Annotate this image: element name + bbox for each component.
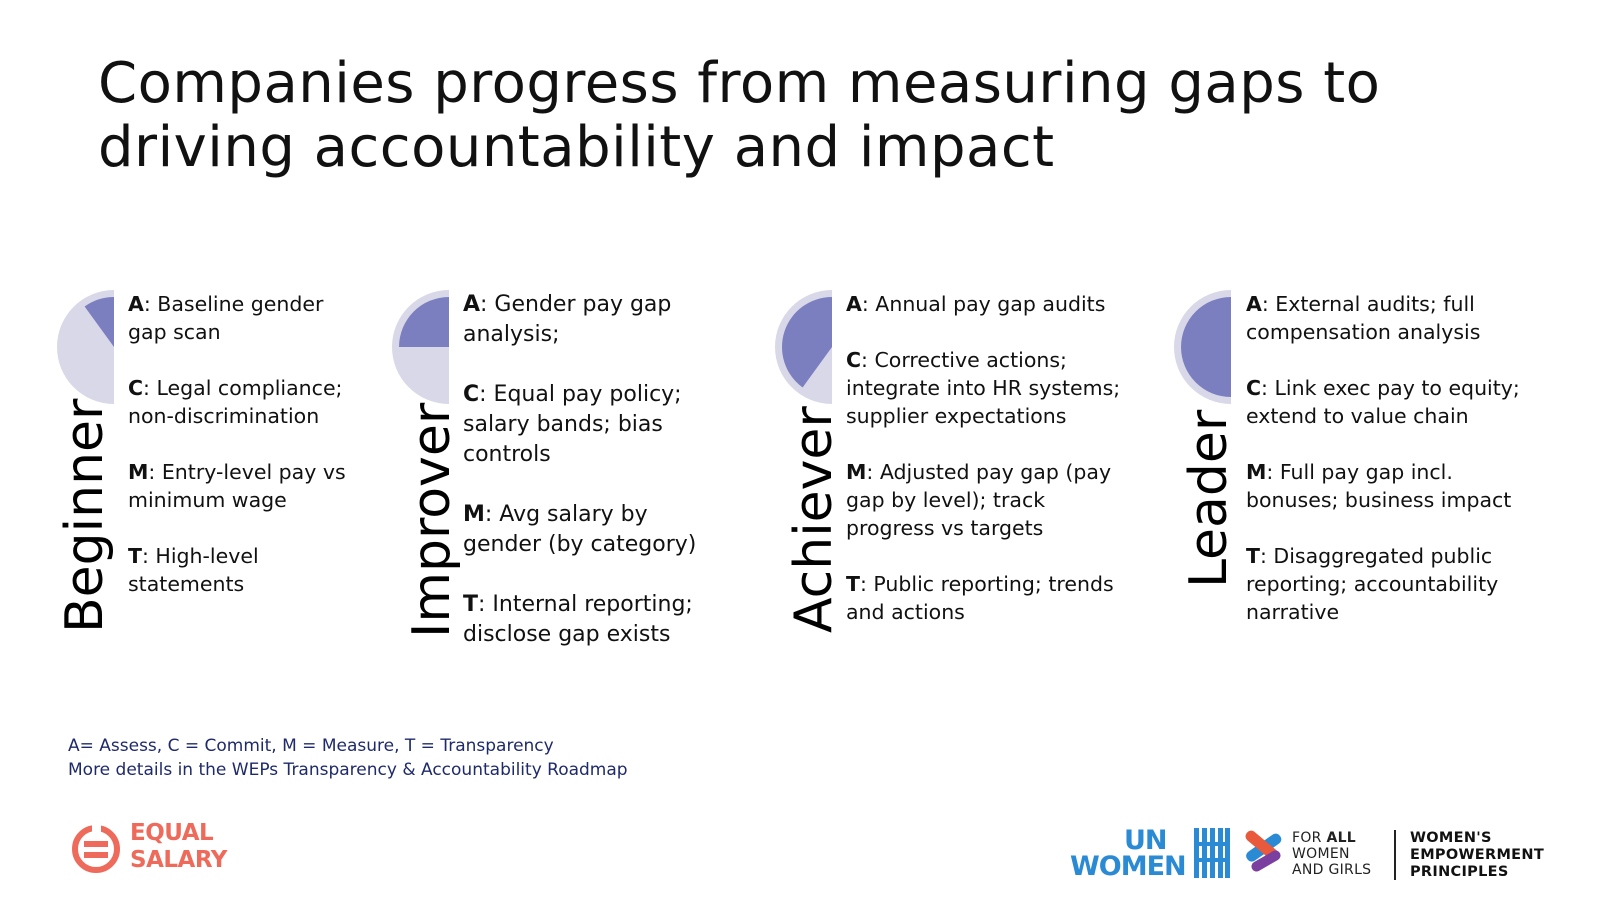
weps-line-1: WOMEN'S: [1410, 830, 1492, 846]
improver-details: A: Gender pay gap analysis; C: Equal pay…: [463, 290, 723, 678]
progress-fill: [399, 297, 449, 347]
stage-label-improver: Improver: [402, 402, 462, 638]
title-line-1: Companies progress from measuring gaps t…: [98, 51, 1381, 116]
stage-label-beginner: Beginner: [55, 398, 115, 633]
page-title: Companies progress from measuring gaps t…: [98, 52, 1578, 180]
beginner-progress-icon: [57, 290, 114, 404]
roadmap-reference: More details in the WEPs Transparency & …: [68, 760, 628, 780]
stage-label-achiever: Achiever: [784, 406, 844, 633]
equal-salary-logo-icon: [72, 824, 120, 873]
for-all-bold: ALL: [1326, 830, 1357, 846]
achiever-transparency: T: Public reporting; trends and actions: [846, 572, 1114, 624]
weps-line-2: EMPOWERMENT: [1410, 847, 1545, 863]
footnote: A= Assess, C = Commit, M = Measure, T = …: [68, 734, 628, 782]
un-women-line-1: UN: [1124, 825, 1168, 856]
achiever-details: A: Annual pay gap audits C: Corrective a…: [846, 290, 1136, 654]
title-line-2: driving accountability and impact: [98, 115, 1055, 180]
beginner-transparency: T: High-level statements: [128, 544, 259, 596]
stage-label-leader: Leader: [1179, 409, 1239, 588]
for-all-women-and-girls-wordmark: FOR ALL WOMEN AND GIRLS: [1292, 830, 1371, 878]
beginner-details: A: Baseline gender gap scan C: Legal com…: [128, 290, 353, 626]
un-women-wordmark: UN WOMEN: [1070, 825, 1187, 882]
for-all-line-3: AND GIRLS: [1292, 862, 1372, 878]
leader-transparency: T: Disaggregated public reporting; accou…: [1246, 544, 1499, 624]
improver-transparency: T: Internal reporting; disclose gap exis…: [463, 592, 693, 647]
for-all-prefix: FOR: [1292, 830, 1327, 846]
leader-details: A: External audits; full compensation an…: [1246, 290, 1546, 654]
for-all-women-and-girls-icon: [1245, 830, 1282, 872]
achiever-assess: A: Annual pay gap audits: [846, 292, 1106, 316]
improver-progress-icon: [392, 290, 449, 404]
improver-assess: A: Gender pay gap analysis;: [463, 292, 672, 347]
leader-commit: C: Link exec pay to equity; extend to va…: [1246, 376, 1520, 428]
logo-divider: [1394, 830, 1396, 880]
leader-measure: M: Full pay gap incl. bonuses; business …: [1246, 460, 1512, 512]
weps-wordmark: WOMEN'S EMPOWERMENT PRINCIPLES: [1410, 830, 1544, 881]
un-women-line-2: WOMEN: [1070, 851, 1187, 882]
un-women-emblem-icon: [1194, 828, 1230, 878]
equal-salary-line-2: SALARY: [130, 847, 227, 873]
beginner-measure: M: Entry-level pay vs minimum wage: [128, 460, 346, 512]
progress-fill: [84, 297, 114, 347]
achiever-commit: C: Corrective actions; integrate into HR…: [846, 348, 1121, 428]
improver-commit: C: Equal pay policy; salary bands; bias …: [463, 382, 682, 467]
beginner-commit: C: Legal compliance; non-discrimination: [128, 376, 343, 428]
achiever-progress-icon: [775, 290, 832, 404]
equal-salary-line-1: EQUAL: [130, 820, 214, 846]
progress-fill: [782, 297, 832, 388]
legend-abbreviations: A= Assess, C = Commit, M = Measure, T = …: [68, 736, 554, 756]
beginner-assess: A: Baseline gender gap scan: [128, 292, 324, 344]
leader-assess: A: External audits; full compensation an…: [1246, 292, 1481, 344]
for-all-line-2: WOMEN: [1292, 846, 1350, 862]
achiever-measure: M: Adjusted pay gap (pay gap by level); …: [846, 460, 1112, 540]
progress-fill: [1181, 297, 1231, 397]
improver-measure: M: Avg salary by gender (by category): [463, 502, 697, 557]
leader-progress-icon: [1174, 290, 1231, 404]
weps-line-3: PRINCIPLES: [1410, 864, 1509, 880]
equal-salary-wordmark: EQUAL SALARY: [130, 820, 227, 874]
